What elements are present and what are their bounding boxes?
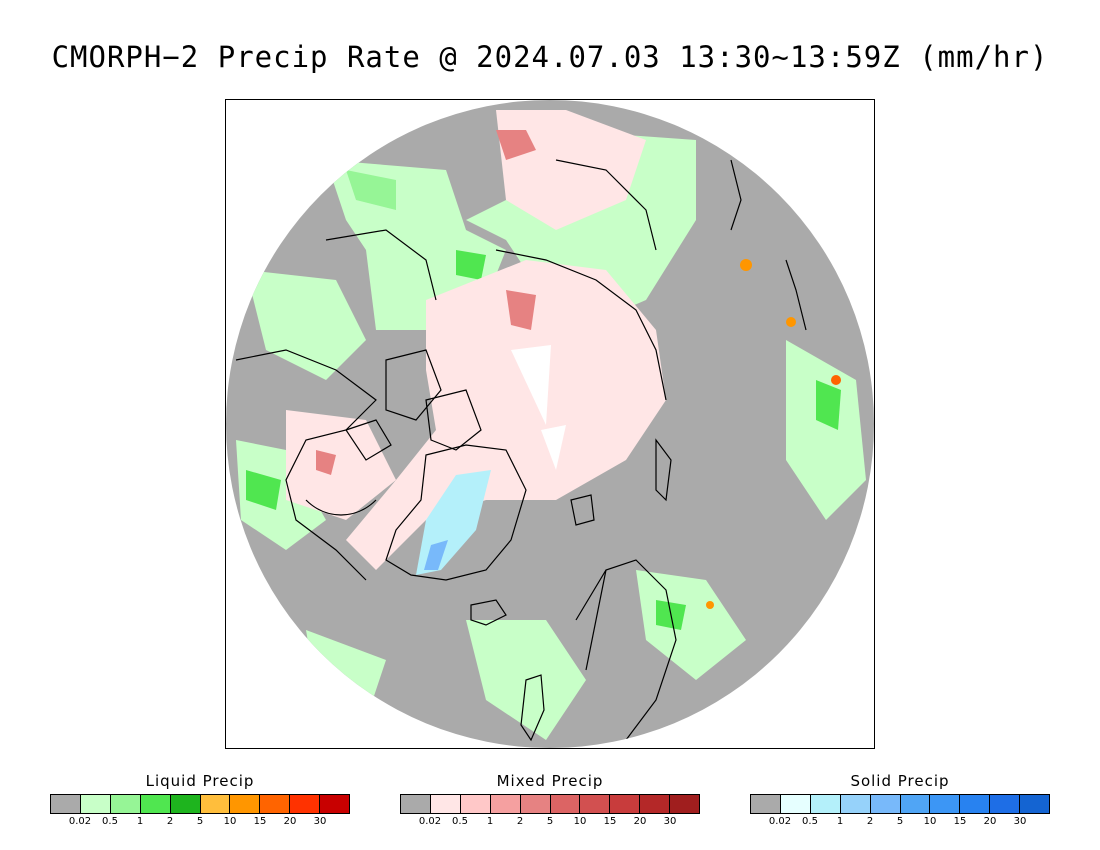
legend-tick-label: 30 <box>313 816 327 827</box>
coastlines <box>235 159 807 742</box>
legend-mixed: Mixed Precip 0.02 0.5 1 2 5 10 15 20 30 <box>400 770 700 830</box>
legend-swatch <box>900 795 931 813</box>
legend-swatch <box>490 795 521 813</box>
legend-swatch <box>140 795 171 813</box>
legend-swatches-mixed <box>400 794 700 814</box>
legend-tick-label: 30 <box>663 816 677 827</box>
legend-tick-label: 0.5 <box>102 816 118 827</box>
legend-tick-label: 5 <box>546 816 554 827</box>
legend-solid: Solid Precip 0.02 0.5 1 2 5 10 15 20 30 <box>750 770 1050 830</box>
legend-tick-label: 0.02 <box>68 816 92 827</box>
legend-tick-label: 0.5 <box>802 816 818 827</box>
legend-tick-label: 20 <box>633 816 647 827</box>
legend-swatch <box>870 795 901 813</box>
legend-swatch <box>80 795 111 813</box>
legend-swatch <box>550 795 581 813</box>
legend-swatch <box>170 795 201 813</box>
legend-tick-label: 10 <box>923 816 937 827</box>
data-gap <box>541 425 566 470</box>
legend-tick-label: 5 <box>196 816 204 827</box>
legend-swatch <box>1020 795 1050 813</box>
legend-swatch <box>430 795 461 813</box>
legend-tick-label: 1 <box>836 816 844 827</box>
legend-tick-label: 30 <box>1013 816 1027 827</box>
legend-swatch <box>200 795 231 813</box>
legend-ticks-mixed: 0.02 0.5 1 2 5 10 15 20 30 <box>400 814 700 830</box>
legend-tick-label: 1 <box>486 816 494 827</box>
legend-swatch <box>751 795 781 813</box>
legend-liquid: Liquid Precip 0.02 0.5 1 2 5 10 15 20 30 <box>50 770 350 830</box>
legend-swatch <box>230 795 261 813</box>
legend-title-liquid: Liquid Precip <box>145 772 255 790</box>
legend-tick-label: 10 <box>573 816 587 827</box>
legend-swatches-solid <box>750 794 1050 814</box>
legend-swatch <box>840 795 871 813</box>
legend-swatches-liquid <box>50 794 350 814</box>
legend-swatch <box>51 795 81 813</box>
legend-tick-label: 20 <box>983 816 997 827</box>
polar-map <box>225 99 875 749</box>
map-canvas <box>226 100 874 748</box>
legend-swatch <box>810 795 841 813</box>
legend-tick-label: 0.5 <box>452 816 468 827</box>
legend-tick-label: 2 <box>866 816 874 827</box>
legend-swatch <box>520 795 551 813</box>
legend-swatch <box>460 795 491 813</box>
legend-tick-label: 0.02 <box>418 816 442 827</box>
solid-precip-regions <box>416 470 491 575</box>
legend-tick-label: 2 <box>516 816 524 827</box>
legend-tick-label: 10 <box>223 816 237 827</box>
legend-swatch <box>580 795 611 813</box>
legend-ticks-liquid: 0.02 0.5 1 2 5 10 15 20 30 <box>50 814 350 830</box>
chart-title: CMORPH−2 Precip Rate @ 2024.07.03 13:30∼… <box>51 40 1049 74</box>
legend-swatch <box>401 795 431 813</box>
data-gap <box>511 345 551 425</box>
legend-tick-label: 20 <box>283 816 297 827</box>
legend-swatch <box>780 795 811 813</box>
legend-swatch <box>640 795 671 813</box>
legend-tick-label: 15 <box>253 816 267 827</box>
legend-ticks-solid: 0.02 0.5 1 2 5 10 15 20 30 <box>750 814 1050 830</box>
legend-tick-label: 2 <box>166 816 174 827</box>
legend-swatch <box>290 795 321 813</box>
legend-swatch <box>670 795 700 813</box>
legend-title-solid: Solid Precip <box>850 772 950 790</box>
legend-swatch <box>610 795 641 813</box>
legend-tick-label: 5 <box>896 816 904 827</box>
legend-tick-label: 1 <box>136 816 144 827</box>
mixed-precip-regions <box>286 110 666 570</box>
legend-swatch <box>960 795 991 813</box>
legend-title-mixed: Mixed Precip <box>496 772 604 790</box>
legend-swatch <box>930 795 961 813</box>
legend-tick-label: 15 <box>603 816 617 827</box>
legend-tick-label: 0.02 <box>768 816 792 827</box>
legend-swatch <box>320 795 350 813</box>
legend-swatch <box>260 795 291 813</box>
legend-swatch <box>110 795 141 813</box>
legend-swatch <box>990 795 1021 813</box>
legend-tick-label: 15 <box>953 816 967 827</box>
